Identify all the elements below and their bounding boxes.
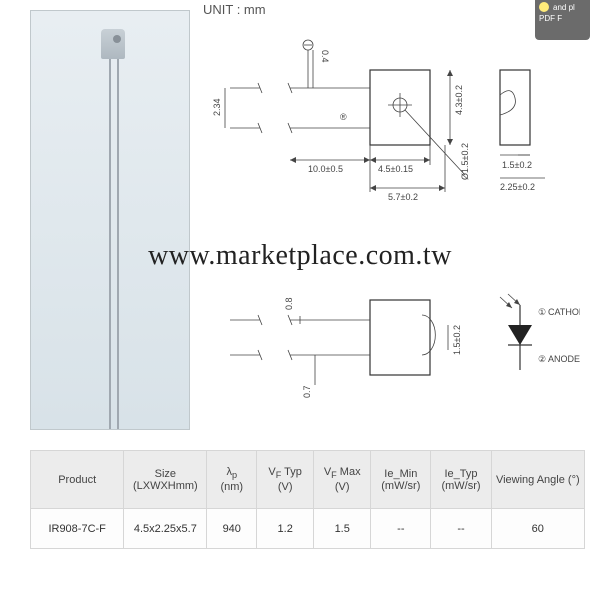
- table-row: IR908-7C-F 4.5x2.25x5.7 940 1.2 1.5 -- -…: [31, 509, 585, 549]
- th-ietyp: Ie_Typ(mW/sr): [431, 451, 491, 509]
- engineering-diagram: 2.34 0.4 ® 10.0±0.5 4.5±0.15: [200, 20, 580, 430]
- cell-size: 4.5x2.25x5.7: [124, 509, 207, 549]
- table-header-row: Product Size(LXWXHmm) λp(nm) VF Typ(V) V…: [31, 451, 585, 509]
- dim-100: 10.0±0.5: [308, 164, 343, 174]
- th-angle: Viewing Angle (°): [491, 451, 584, 509]
- cell-vftyp: 1.2: [257, 509, 314, 549]
- circ-2: ②: [538, 354, 546, 364]
- led-body: [101, 29, 125, 59]
- dim-225: 2.25±0.2: [500, 182, 535, 192]
- th-size: Size(LXWXHmm): [124, 451, 207, 509]
- cell-ietyp: --: [431, 509, 491, 549]
- cell-iemin: --: [371, 509, 431, 549]
- th-lambda: λp(nm): [207, 451, 257, 509]
- reg-mark: ®: [340, 112, 347, 122]
- pdf-text-1: and pl: [553, 3, 575, 12]
- cell-lambda: 940: [207, 509, 257, 549]
- th-vftyp: VF Typ(V): [257, 451, 314, 509]
- spec-table: Product Size(LXWXHmm) λp(nm) VF Typ(V) V…: [30, 450, 585, 549]
- cell-vfmax: 1.5: [314, 509, 371, 549]
- dim-57: 5.7±0.2: [388, 192, 418, 202]
- th-iemin: Ie_Min(mW/sr): [371, 451, 431, 509]
- dim-15b: 1.5±0.2: [452, 325, 462, 355]
- component-photo: [30, 10, 190, 430]
- dim-234: 2.34: [212, 98, 222, 116]
- dim-15: 1.5±0.2: [502, 160, 532, 170]
- cell-product: IR908-7C-F: [31, 509, 124, 549]
- bulb-icon: [539, 2, 549, 12]
- unit-label: UNIT : mm: [203, 2, 266, 17]
- circ-1: ①: [538, 307, 546, 317]
- dim-08: 0.8: [284, 297, 294, 310]
- th-product: Product: [31, 451, 124, 509]
- dim-43: 4.3±0.2: [454, 85, 464, 115]
- th-vfmax: VF Max(V): [314, 451, 371, 509]
- dim-45: 4.5±0.15: [378, 164, 413, 174]
- cell-angle: 60: [491, 509, 584, 549]
- led-lens: [113, 35, 121, 43]
- anode-label: ANODE: [548, 354, 580, 364]
- dim-phi15: Ø1.5±0.2: [460, 143, 470, 180]
- dim-07: 0.7: [302, 385, 312, 398]
- watermark-text: www.marketplace.com.tw: [0, 240, 600, 272]
- cathode-label: CATHODE: [548, 307, 580, 317]
- dim-04: 0.4: [320, 50, 330, 63]
